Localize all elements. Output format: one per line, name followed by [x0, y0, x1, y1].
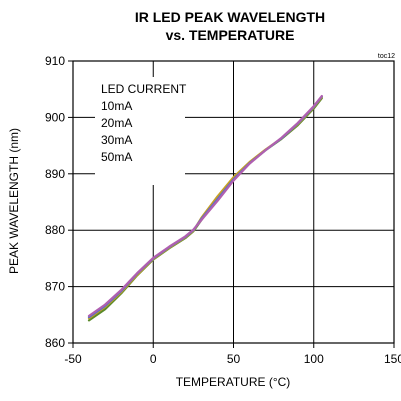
x-tick-label: 150 [384, 352, 401, 366]
chart-title-line1: IR LED PEAK WAVELENGTH [135, 9, 325, 25]
legend-item: 30mA [101, 133, 132, 147]
x-tick-label: 100 [304, 352, 324, 366]
series-layer [87, 94, 323, 322]
legend-title: LED CURRENT [101, 82, 187, 96]
chart-title-line2: vs. TEMPERATURE [166, 27, 295, 43]
x-axis-label: TEMPERATURE (°C) [176, 375, 291, 389]
y-tick-label: 880 [45, 223, 65, 237]
y-tick-label: 860 [45, 336, 65, 350]
y-tick-label: 910 [45, 54, 65, 68]
legend-item: 50mA [101, 150, 132, 164]
x-tick-label: 0 [150, 352, 157, 366]
series-line-50mA [87, 94, 323, 317]
legend-box [95, 77, 185, 185]
y-axis-label: PEAK WAVELENGTH (nm) [7, 128, 21, 274]
x-tick-label: -50 [64, 352, 82, 366]
chart-tag: toc12 [378, 53, 395, 60]
y-tick-label: 890 [45, 167, 65, 181]
y-tick-label: 900 [45, 110, 65, 124]
legend-items: 10mA 20mA 30mA 50mA [101, 99, 132, 164]
y-tick-label: 870 [45, 280, 65, 294]
x-tick-label: 50 [227, 352, 241, 366]
ticks: -50 0 50 100 150 860 870 880 890 900 910 [45, 54, 401, 366]
legend-item: 10mA [101, 99, 132, 113]
legend-item: 20mA [101, 116, 132, 130]
